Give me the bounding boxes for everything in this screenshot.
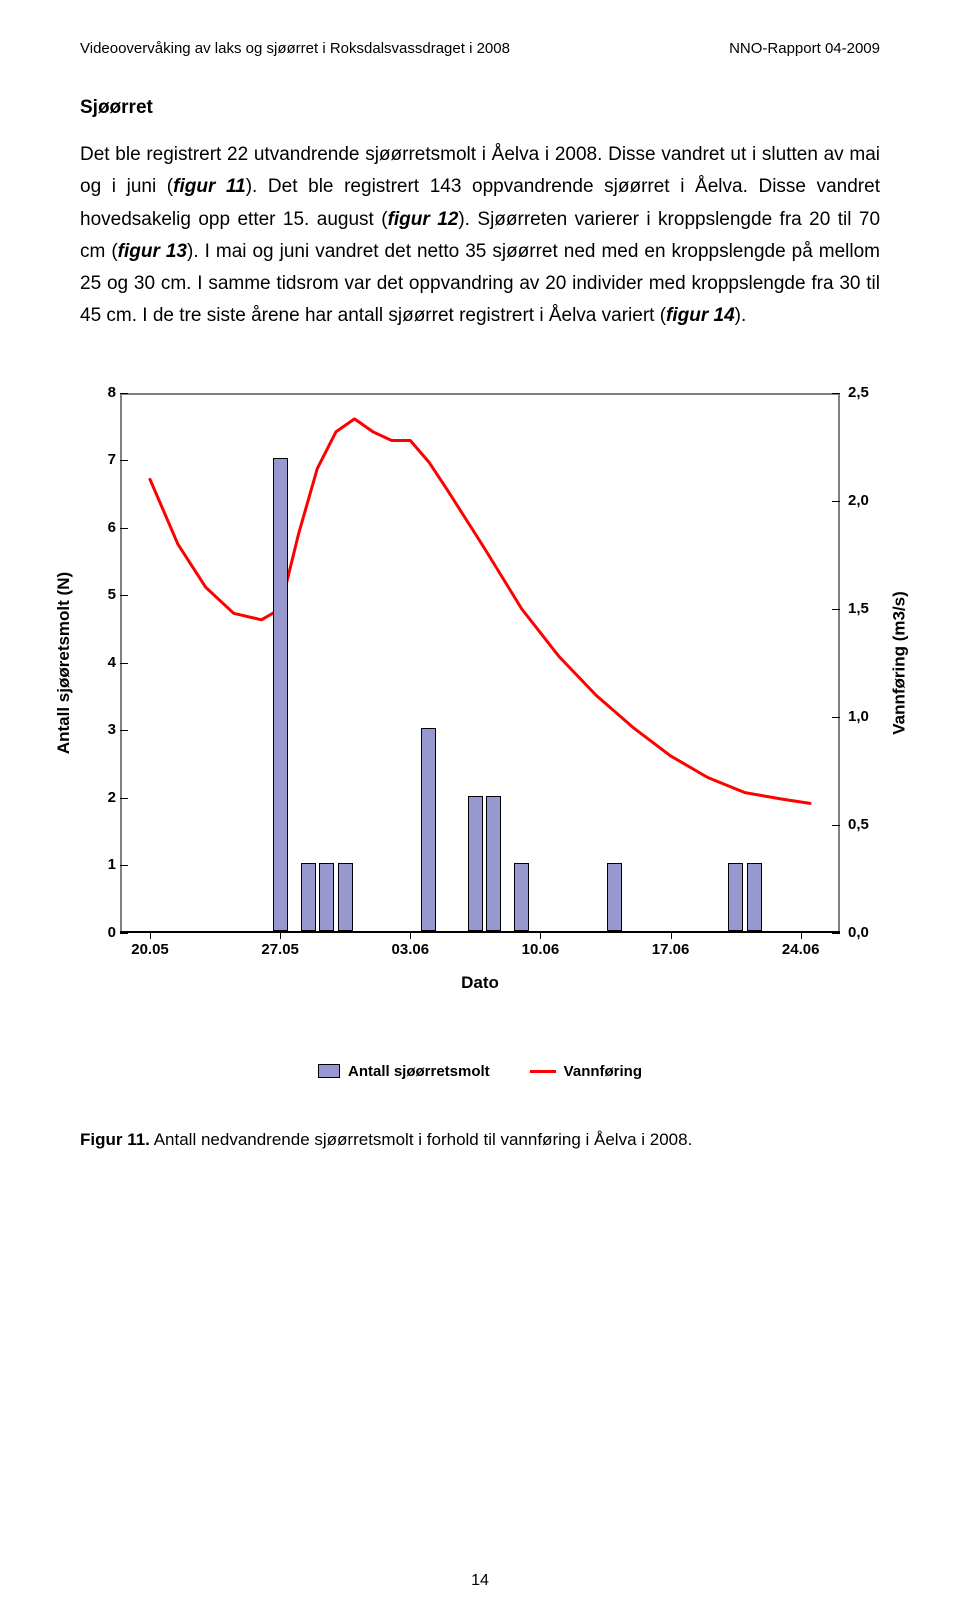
y2-tick: 2,5: [848, 384, 884, 401]
body-paragraph: Det ble registrert 22 utvandrende sjøørr…: [80, 139, 880, 333]
caption-lead: Figur 11.: [80, 1130, 150, 1149]
y1-tick: 2: [80, 789, 116, 806]
x-tick: 10.06: [522, 941, 560, 958]
figure-caption: Figur 11. Antall nedvandrende sjøørretsm…: [80, 1130, 880, 1150]
y1-axis-label: Antall sjøøretsmolt (N): [54, 572, 74, 754]
y2-tick: 1,5: [848, 600, 884, 617]
bar: [514, 863, 529, 931]
figure-ref-14: figur 14: [666, 305, 735, 326]
caption-rest: Antall nedvandrende sjøørretsmolt i forh…: [150, 1130, 692, 1149]
chart-figure-11: Antall sjøøretsmolt (N) Vannføring (m3/s…: [120, 393, 840, 1080]
bar: [301, 863, 316, 931]
legend-line-label: Vannføring: [564, 1063, 642, 1080]
x-tick: 17.06: [652, 941, 690, 958]
page-header: Videoovervåking av laks og sjøørret i Ro…: [80, 40, 880, 57]
x-tick: 20.05: [131, 941, 169, 958]
chart-legend: Antall sjøørretsmolt Vannføring: [120, 1063, 840, 1080]
y1-tick: 3: [80, 721, 116, 738]
bar: [421, 728, 436, 931]
x-tick: 03.06: [392, 941, 430, 958]
header-left: Videoovervåking av laks og sjøørret i Ro…: [80, 40, 510, 57]
y1-tick: 6: [80, 519, 116, 536]
y1-ticks: 012345678: [80, 393, 116, 933]
bar: [273, 458, 288, 931]
y2-tick: 2,0: [848, 492, 884, 509]
y1-tick: 7: [80, 451, 116, 468]
bar-swatch-icon: [318, 1064, 340, 1078]
page-number: 14: [0, 1572, 960, 1590]
bar: [486, 796, 501, 931]
x-ticks: 20.05 27.05 03.06 10.06 17.06 24.06: [120, 933, 840, 963]
text: ). I mai og juni vandret det netto 35 sj…: [80, 241, 880, 327]
x-tick: 24.06: [782, 941, 820, 958]
legend-item-line: Vannføring: [530, 1063, 642, 1080]
plot-region: [120, 393, 840, 933]
y1-tick: 1: [80, 856, 116, 873]
bar: [319, 863, 334, 931]
text: ).: [735, 305, 747, 326]
chart-plot-area: Antall sjøøretsmolt (N) Vannføring (m3/s…: [120, 393, 840, 933]
y1-tick: 0: [80, 924, 116, 941]
y2-tick: 0,0: [848, 924, 884, 941]
bar: [747, 863, 762, 931]
section-heading: Sjøørret: [80, 97, 880, 119]
y2-tick: 1,0: [848, 708, 884, 725]
header-right: NNO-Rapport 04-2009: [729, 40, 880, 57]
figure-ref-11: figur 11: [173, 176, 246, 197]
x-axis-label: Dato: [120, 973, 840, 993]
x-tick: 27.05: [261, 941, 299, 958]
y2-axis-label: Vannføring (m3/s): [890, 591, 910, 735]
figure-ref-12: figur 12: [388, 209, 459, 230]
line-swatch-icon: [530, 1070, 556, 1073]
y1-tick: 8: [80, 384, 116, 401]
bar: [338, 863, 353, 931]
y1-tick: 5: [80, 586, 116, 603]
bar: [728, 863, 743, 931]
figure-ref-13: figur 13: [118, 241, 187, 262]
bar: [468, 796, 483, 931]
legend-bar-label: Antall sjøørretsmolt: [348, 1063, 490, 1080]
flow-line: [150, 419, 810, 804]
bar: [607, 863, 622, 931]
y1-tick: 4: [80, 654, 116, 671]
legend-item-bar: Antall sjøørretsmolt: [318, 1063, 490, 1080]
y2-tick: 0,5: [848, 816, 884, 833]
y2-ticks: 0,00,51,01,52,02,5: [848, 393, 884, 933]
